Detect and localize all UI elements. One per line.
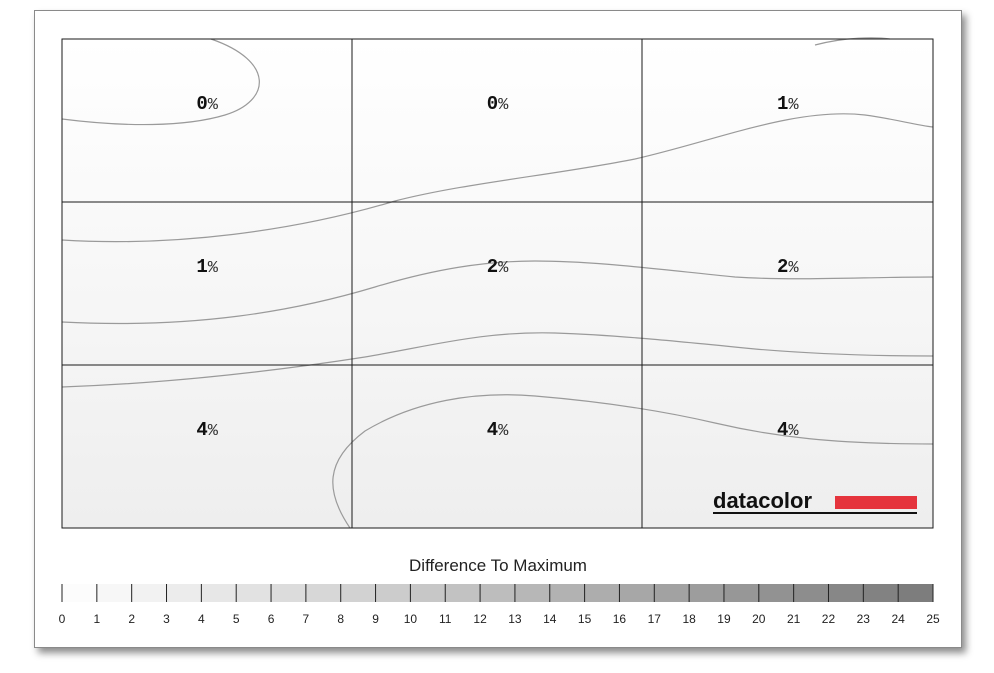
legend-swatch: [898, 584, 934, 602]
cell-value-r1-c2: 0%: [487, 93, 509, 115]
contour-line: [61, 332, 934, 388]
legend-swatch: [340, 584, 377, 602]
cell-value-number: 2: [777, 256, 788, 278]
legend-tick-label: 16: [613, 612, 627, 626]
cell-value-number: 1: [196, 256, 207, 278]
cell-value-unit: %: [498, 422, 509, 441]
legend-swatch: [410, 584, 446, 602]
cell-value-r2-c1: 1%: [196, 256, 218, 278]
cell-value-r1-c3: 1%: [777, 93, 799, 115]
legend-tick-label: 0: [59, 612, 66, 626]
legend-title: Difference To Maximum: [409, 556, 587, 575]
legend-swatch: [758, 584, 795, 602]
legend-tick-label: 1: [93, 612, 100, 626]
legend-tick-label: 25: [926, 612, 940, 626]
uniformity-report-panel: 0% 0% 1% 1% 2% 2% 4% 4% 4% datacolor Difference …: [34, 10, 962, 648]
legend-swatch: [445, 584, 481, 602]
legend-tick-label: 21: [787, 612, 801, 626]
legend-swatch: [584, 584, 620, 602]
contour-line: [61, 260, 934, 325]
uniformity-heatmap: 0% 0% 1%1% 2% 2%4% 4% 4% datacolor Difference …: [59, 37, 940, 626]
legend-swatch: [201, 584, 237, 602]
contour-line: [332, 394, 934, 529]
cell-value-unit: %: [788, 96, 799, 115]
cell-value-unit: %: [208, 422, 219, 441]
legend-tick-label: 15: [578, 612, 592, 626]
legend-tick-label: 17: [648, 612, 662, 626]
legend-tick-label: 20: [752, 612, 766, 626]
cell-value-r3-c3: 4%: [777, 419, 799, 441]
legend-tick-label: 22: [822, 612, 836, 626]
legend-tick-label: 24: [891, 612, 905, 626]
cell-value-r1-c1: 0%: [196, 93, 218, 115]
legend-tick-label: 19: [717, 612, 731, 626]
legend-swatch: [549, 584, 586, 602]
legend-swatch: [166, 584, 202, 602]
brand-accent-bar: [835, 496, 917, 509]
cell-value-number: 1: [777, 93, 788, 115]
legend-tick-label: 3: [163, 612, 170, 626]
legend-swatch: [689, 584, 725, 602]
legend-tick-label: 4: [198, 612, 205, 626]
legend-tick-label: 2: [128, 612, 135, 626]
contour-line: [61, 38, 260, 126]
legend-tick-label: 18: [682, 612, 696, 626]
cell-value-number: 0: [487, 93, 498, 115]
legend-swatch: [514, 584, 551, 602]
cell-value-number: 4: [777, 419, 788, 441]
legend-tick-label: 6: [268, 612, 275, 626]
legend-tick-label: 13: [508, 612, 522, 626]
legend-tick-label: 14: [543, 612, 557, 626]
heatmap-border: [61, 38, 934, 529]
cell-value-number: 2: [487, 256, 498, 278]
datacolor-logo: datacolor: [713, 488, 917, 514]
legend-swatch: [271, 584, 307, 602]
legend-swatch: [236, 584, 272, 602]
cell-value-unit: %: [208, 259, 219, 278]
legend-swatch: [828, 584, 864, 602]
cell-value-r2-c2: 2%: [487, 256, 509, 278]
cell-value-unit: %: [788, 422, 799, 441]
color-scale-legend: 0 1 2 3 4 5 6 7 8 9 10 11 12 13 14 15 16 17 18 19 20 21 22 23 24…: [59, 584, 940, 626]
legend-tick-label: 9: [372, 612, 379, 626]
cell-value-r2-c3: 2%: [777, 256, 799, 278]
legend-tick-label: 23: [857, 612, 871, 626]
legend-swatch: [305, 584, 342, 602]
cell-value-number: 4: [196, 419, 207, 441]
heatmap-background: [62, 39, 933, 528]
legend-swatch: [62, 584, 98, 602]
cell-value-number: 0: [196, 93, 207, 115]
legend-swatch: [131, 584, 168, 602]
legend-swatch: [480, 584, 516, 602]
brand-name: datacolor: [713, 488, 812, 513]
cell-value-unit: %: [498, 96, 509, 115]
cell-value-unit: %: [498, 259, 509, 278]
legend-swatch: [723, 584, 760, 602]
legend-tick-label: 7: [303, 612, 310, 626]
legend-swatch: [96, 584, 133, 602]
cell-value-r3-c1: 4%: [196, 419, 218, 441]
legend-tick-label: 10: [404, 612, 418, 626]
legend-swatch: [375, 584, 411, 602]
legend-swatch: [793, 584, 829, 602]
cell-value-unit: %: [208, 96, 219, 115]
contour-line: [61, 113, 934, 243]
legend-tick-label: 5: [233, 612, 240, 626]
legend-swatch: [654, 584, 690, 602]
legend-swatch: [619, 584, 655, 602]
cell-value-r3-c2: 4%: [487, 419, 509, 441]
legend-swatch: [863, 584, 899, 602]
legend-tick-label: 11: [439, 612, 452, 626]
legend-tick-label: 12: [473, 612, 487, 626]
cell-value-unit: %: [788, 259, 799, 278]
legend-tick-label: 8: [337, 612, 344, 626]
cell-value-number: 4: [487, 419, 498, 441]
